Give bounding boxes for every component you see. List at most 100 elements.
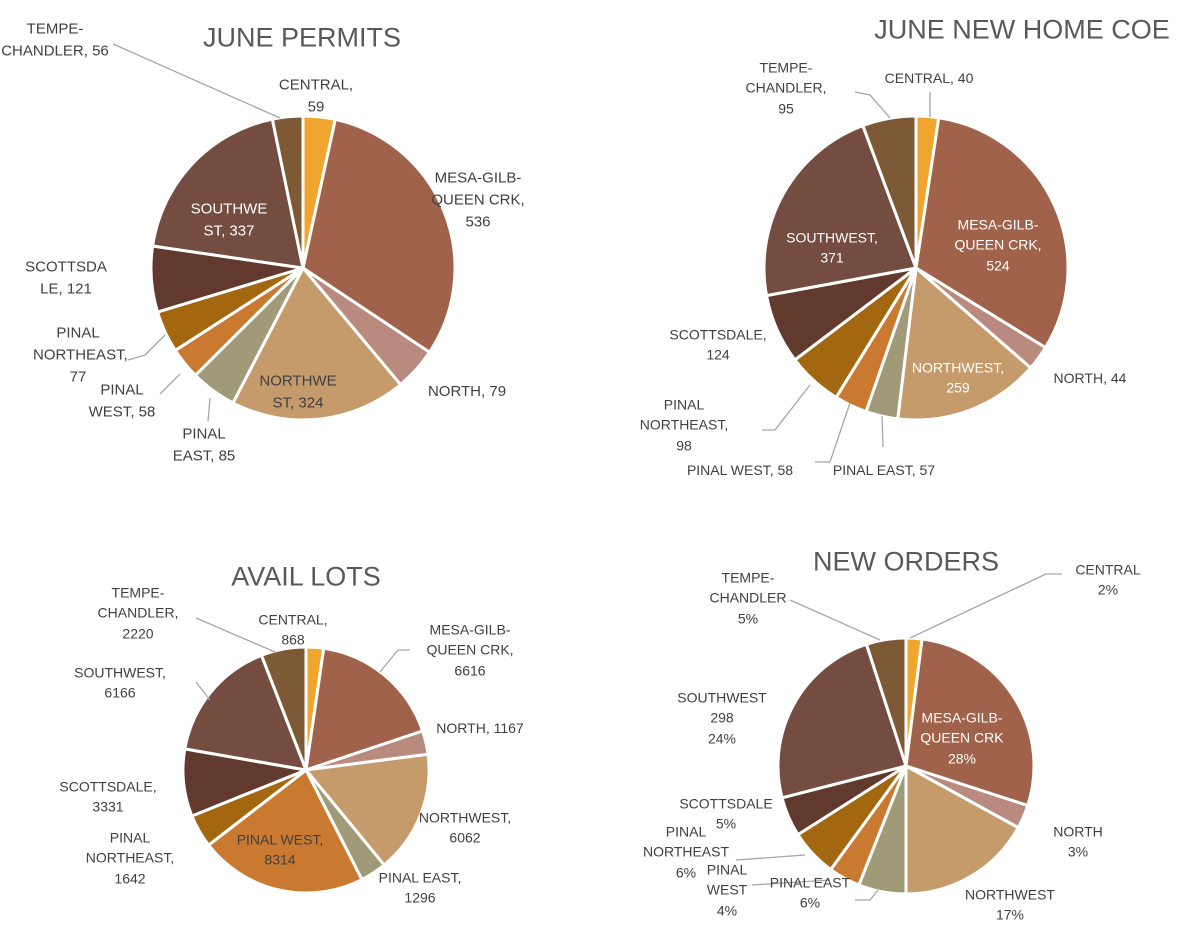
data-label: SOUTHWEST 298 24% — [672, 688, 772, 749]
pie-slice — [776, 642, 908, 800]
value-label: 77 — [69, 367, 87, 385]
data-label: SOUTHWEST337 — [188, 198, 270, 242]
leader-line — [195, 681, 211, 701]
value-label: 57 — [919, 461, 936, 478]
data-label: NORTHWEST 6062 — [410, 808, 520, 849]
category-label: PINAL NORTHEAST — [642, 823, 730, 860]
value-label: 6% — [799, 895, 821, 911]
category-label: SOUTHWEST — [677, 689, 767, 706]
pie-slice — [896, 265, 1033, 422]
category-label: PINAL WEST — [706, 861, 748, 898]
pie-chart — [112, 43, 457, 422]
category-label: SOUTHWEST — [786, 230, 878, 246]
chart-layer: JUNE NEW HOME COE CENTRAL40 MESA-GILB-QUEE… — [634, 14, 1170, 480]
category-label: PINAL EAST — [833, 462, 920, 478]
category-label: NORTHWEST — [419, 810, 511, 826]
leader-line — [855, 889, 879, 901]
category-label: MESA-GILB-QUEEN CRK — [920, 709, 1004, 746]
pie-slice — [904, 763, 1021, 896]
data-label: PINAL EAST 6% — [760, 873, 860, 914]
value-label: 1296 — [404, 890, 436, 906]
category-label: NORTH — [428, 383, 489, 400]
data-label: PINAL EAST57 — [829, 460, 939, 480]
value-label: 85 — [218, 447, 236, 464]
value-label: 2% — [1097, 582, 1119, 598]
value-label: 44 — [1110, 369, 1127, 386]
pie-chart — [181, 617, 431, 895]
leader-line — [789, 599, 881, 641]
pie-chart — [735, 573, 1062, 901]
chart-title: JUNE NEW HOME COE — [874, 14, 1170, 45]
data-label: CENTRAL40 — [864, 68, 994, 88]
data-label: SOUTHWEST 371 — [777, 228, 887, 269]
pie-slice — [270, 114, 305, 269]
data-label: TEMPE-CHANDLER95 — [739, 58, 834, 119]
pie-slice — [303, 752, 431, 868]
value-label: 6% — [675, 864, 697, 881]
data-label: CENTRAL 2% — [1073, 560, 1143, 601]
value-label: 58 — [777, 461, 794, 478]
data-label: PINAL NORTHEAST1642 — [80, 828, 180, 889]
value-label: 3331 — [92, 799, 124, 815]
value-label: 6166 — [104, 685, 136, 701]
chart-title: AVAIL LOTS — [231, 561, 381, 592]
value-label: 58 — [138, 403, 156, 420]
data-label: CENTRAL 59 — [274, 74, 359, 118]
category-label: SOUTHWEST — [74, 665, 166, 681]
pie-slice — [860, 114, 918, 269]
value-label: 8314 — [264, 852, 296, 868]
category-label: PINAL WEST — [237, 832, 324, 848]
data-label: NORTH 3% — [1043, 822, 1113, 863]
category-label: TEMPE-CHANDLER — [709, 569, 787, 606]
category-label: SCOTTSDALE — [59, 779, 156, 795]
data-label: PINAL NORTHEAST 6% — [636, 822, 736, 883]
data-label: NORTHWEST324 — [257, 370, 339, 414]
category-label: NORTH — [1054, 370, 1111, 386]
value-label: 3% — [1067, 844, 1089, 860]
value-label: 40 — [957, 69, 974, 86]
data-label: PINAL WEST58 — [85, 379, 160, 423]
category-label: SCOTTSDALE — [679, 795, 773, 812]
data-label: MESA-GILB-QUEEN CRK6616 — [415, 620, 525, 681]
value-label: 6062 — [449, 830, 481, 846]
data-label: PINAL EAST 1296 — [365, 868, 475, 909]
data-label: PINAL WEST58 — [685, 460, 795, 480]
data-label: SCOTTSDALE121 — [24, 256, 109, 300]
data-label: NORTH44 — [1035, 368, 1145, 388]
leader-line — [909, 573, 1062, 639]
leader-line — [127, 334, 166, 361]
leader-line — [195, 617, 276, 653]
pie-slice — [259, 645, 308, 771]
category-label: PINAL EAST — [379, 870, 462, 886]
pie-slice — [904, 637, 1036, 808]
pie-slice — [183, 653, 309, 772]
data-label: PINAL EAST85 — [169, 423, 239, 467]
value-label: 524 — [986, 257, 1010, 274]
value-label: 95 — [778, 100, 794, 117]
data-label: CENTRAL 868 — [251, 610, 336, 651]
leader-line — [881, 415, 884, 448]
category-label: SCOTTSDALE — [669, 327, 766, 343]
value-label: 1642 — [114, 870, 146, 887]
data-label: SCOTTSDALE 124 — [663, 325, 773, 366]
value-label: 79 — [489, 383, 507, 401]
data-label: PINAL NORTHEAST98 — [634, 395, 734, 456]
value-label: 5% — [737, 610, 759, 627]
category-label: CENTRAL — [258, 612, 327, 628]
value-label: 337 — [229, 222, 255, 239]
pie-slice — [301, 117, 457, 355]
value-label: 259 — [946, 380, 970, 396]
pie-chart — [762, 91, 1070, 463]
value-label: 6616 — [454, 662, 486, 679]
data-label: NORTH1167 — [415, 718, 545, 738]
value-label: 28% — [947, 750, 977, 767]
data-label: TEMPE-CHANDLER56 — [0, 18, 110, 62]
value-label: 371 — [820, 250, 844, 266]
annotation: 298 — [710, 709, 734, 726]
category-label: CENTRAL — [1075, 561, 1141, 578]
pie-slice — [150, 117, 305, 270]
